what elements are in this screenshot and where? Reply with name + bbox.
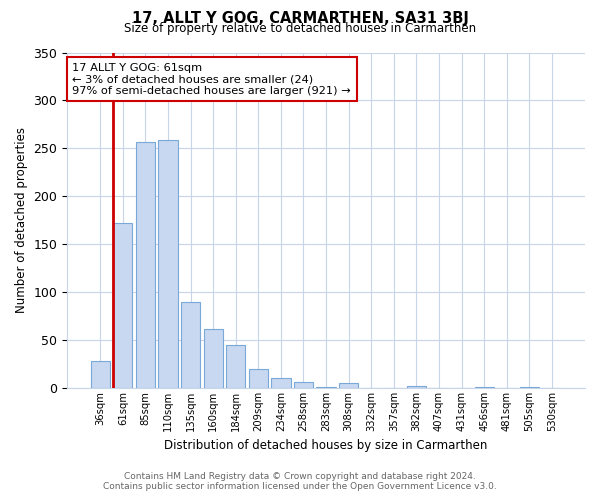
Text: Size of property relative to detached houses in Carmarthen: Size of property relative to detached ho… bbox=[124, 22, 476, 35]
Text: 17 ALLT Y GOG: 61sqm
← 3% of detached houses are smaller (24)
97% of semi-detach: 17 ALLT Y GOG: 61sqm ← 3% of detached ho… bbox=[73, 62, 351, 96]
Bar bbox=[475, 387, 494, 388]
Bar bbox=[113, 223, 133, 388]
Text: 17, ALLT Y GOG, CARMARTHEN, SA31 3BJ: 17, ALLT Y GOG, CARMARTHEN, SA31 3BJ bbox=[131, 11, 469, 26]
Bar bbox=[91, 362, 110, 388]
Bar bbox=[271, 378, 290, 388]
Bar bbox=[158, 140, 178, 388]
Bar bbox=[316, 387, 335, 388]
Bar bbox=[136, 142, 155, 388]
Bar bbox=[226, 345, 245, 388]
Bar bbox=[407, 386, 426, 388]
Bar bbox=[181, 302, 200, 388]
Text: Contains HM Land Registry data © Crown copyright and database right 2024.
Contai: Contains HM Land Registry data © Crown c… bbox=[103, 472, 497, 491]
Y-axis label: Number of detached properties: Number of detached properties bbox=[15, 128, 28, 314]
X-axis label: Distribution of detached houses by size in Carmarthen: Distribution of detached houses by size … bbox=[164, 440, 488, 452]
Bar bbox=[339, 384, 358, 388]
Bar bbox=[203, 328, 223, 388]
Bar bbox=[249, 369, 268, 388]
Bar bbox=[520, 387, 539, 388]
Bar bbox=[294, 382, 313, 388]
